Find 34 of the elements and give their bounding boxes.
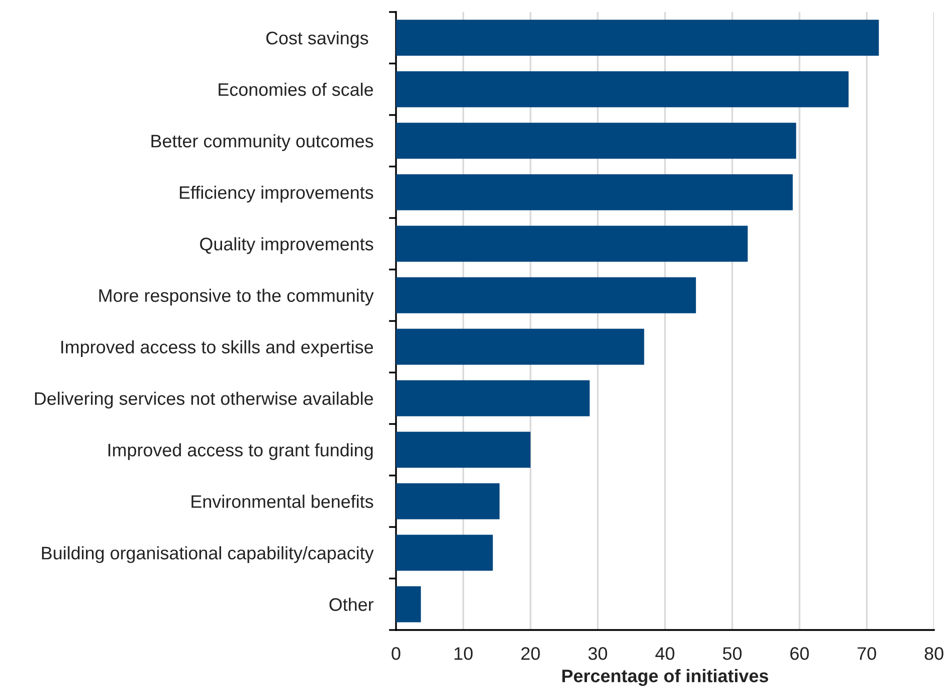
- y-tick-label: Delivering services not otherwise available: [35, 392, 373, 409]
- y-tick-label: Cost savings: [266, 31, 368, 48]
- x-tick-label: 80: [924, 647, 944, 660]
- x-axis-title: Percentage of initiatives: [562, 669, 768, 686]
- y-tick-label: More responsive to the community: [99, 288, 374, 306]
- y-tick-label: Economies of scale: [218, 82, 373, 96]
- x-tick-label: 50: [722, 647, 742, 660]
- bar: [396, 226, 748, 262]
- y-tick-label: Quality improvements: [200, 237, 374, 254]
- x-tick-label: 20: [521, 647, 540, 660]
- x-tick-label: 70: [858, 647, 876, 660]
- x-tick-label: 60: [790, 647, 809, 660]
- bar: [396, 432, 530, 468]
- bar: [396, 277, 696, 314]
- bar: [396, 534, 493, 571]
- y-tick-label: Other: [329, 598, 374, 611]
- bar: [396, 122, 796, 159]
- x-tick-label: 0: [392, 647, 400, 660]
- y-tick-label: Environmental benefits: [192, 494, 374, 508]
- bar: [396, 380, 590, 416]
- x-tick-label: 40: [655, 647, 674, 660]
- y-tick-label: Better community outcomes: [152, 134, 374, 152]
- bar: [396, 483, 500, 520]
- bar: [396, 174, 793, 210]
- y-tick-label: Improved access to skills and expertise: [61, 340, 373, 358]
- bar: [396, 71, 849, 108]
- y-tick-label: Building organisational capability/capacity: [42, 546, 374, 564]
- y-tick-label: Efficiency improvements: [180, 186, 374, 203]
- x-tick-label: 10: [454, 647, 473, 660]
- bar: [396, 20, 879, 56]
- y-tick-label: Improved access to grant funding: [108, 443, 373, 460]
- x-tick-label: 30: [588, 647, 608, 660]
- bar: [396, 328, 644, 365]
- bar: [396, 586, 421, 622]
